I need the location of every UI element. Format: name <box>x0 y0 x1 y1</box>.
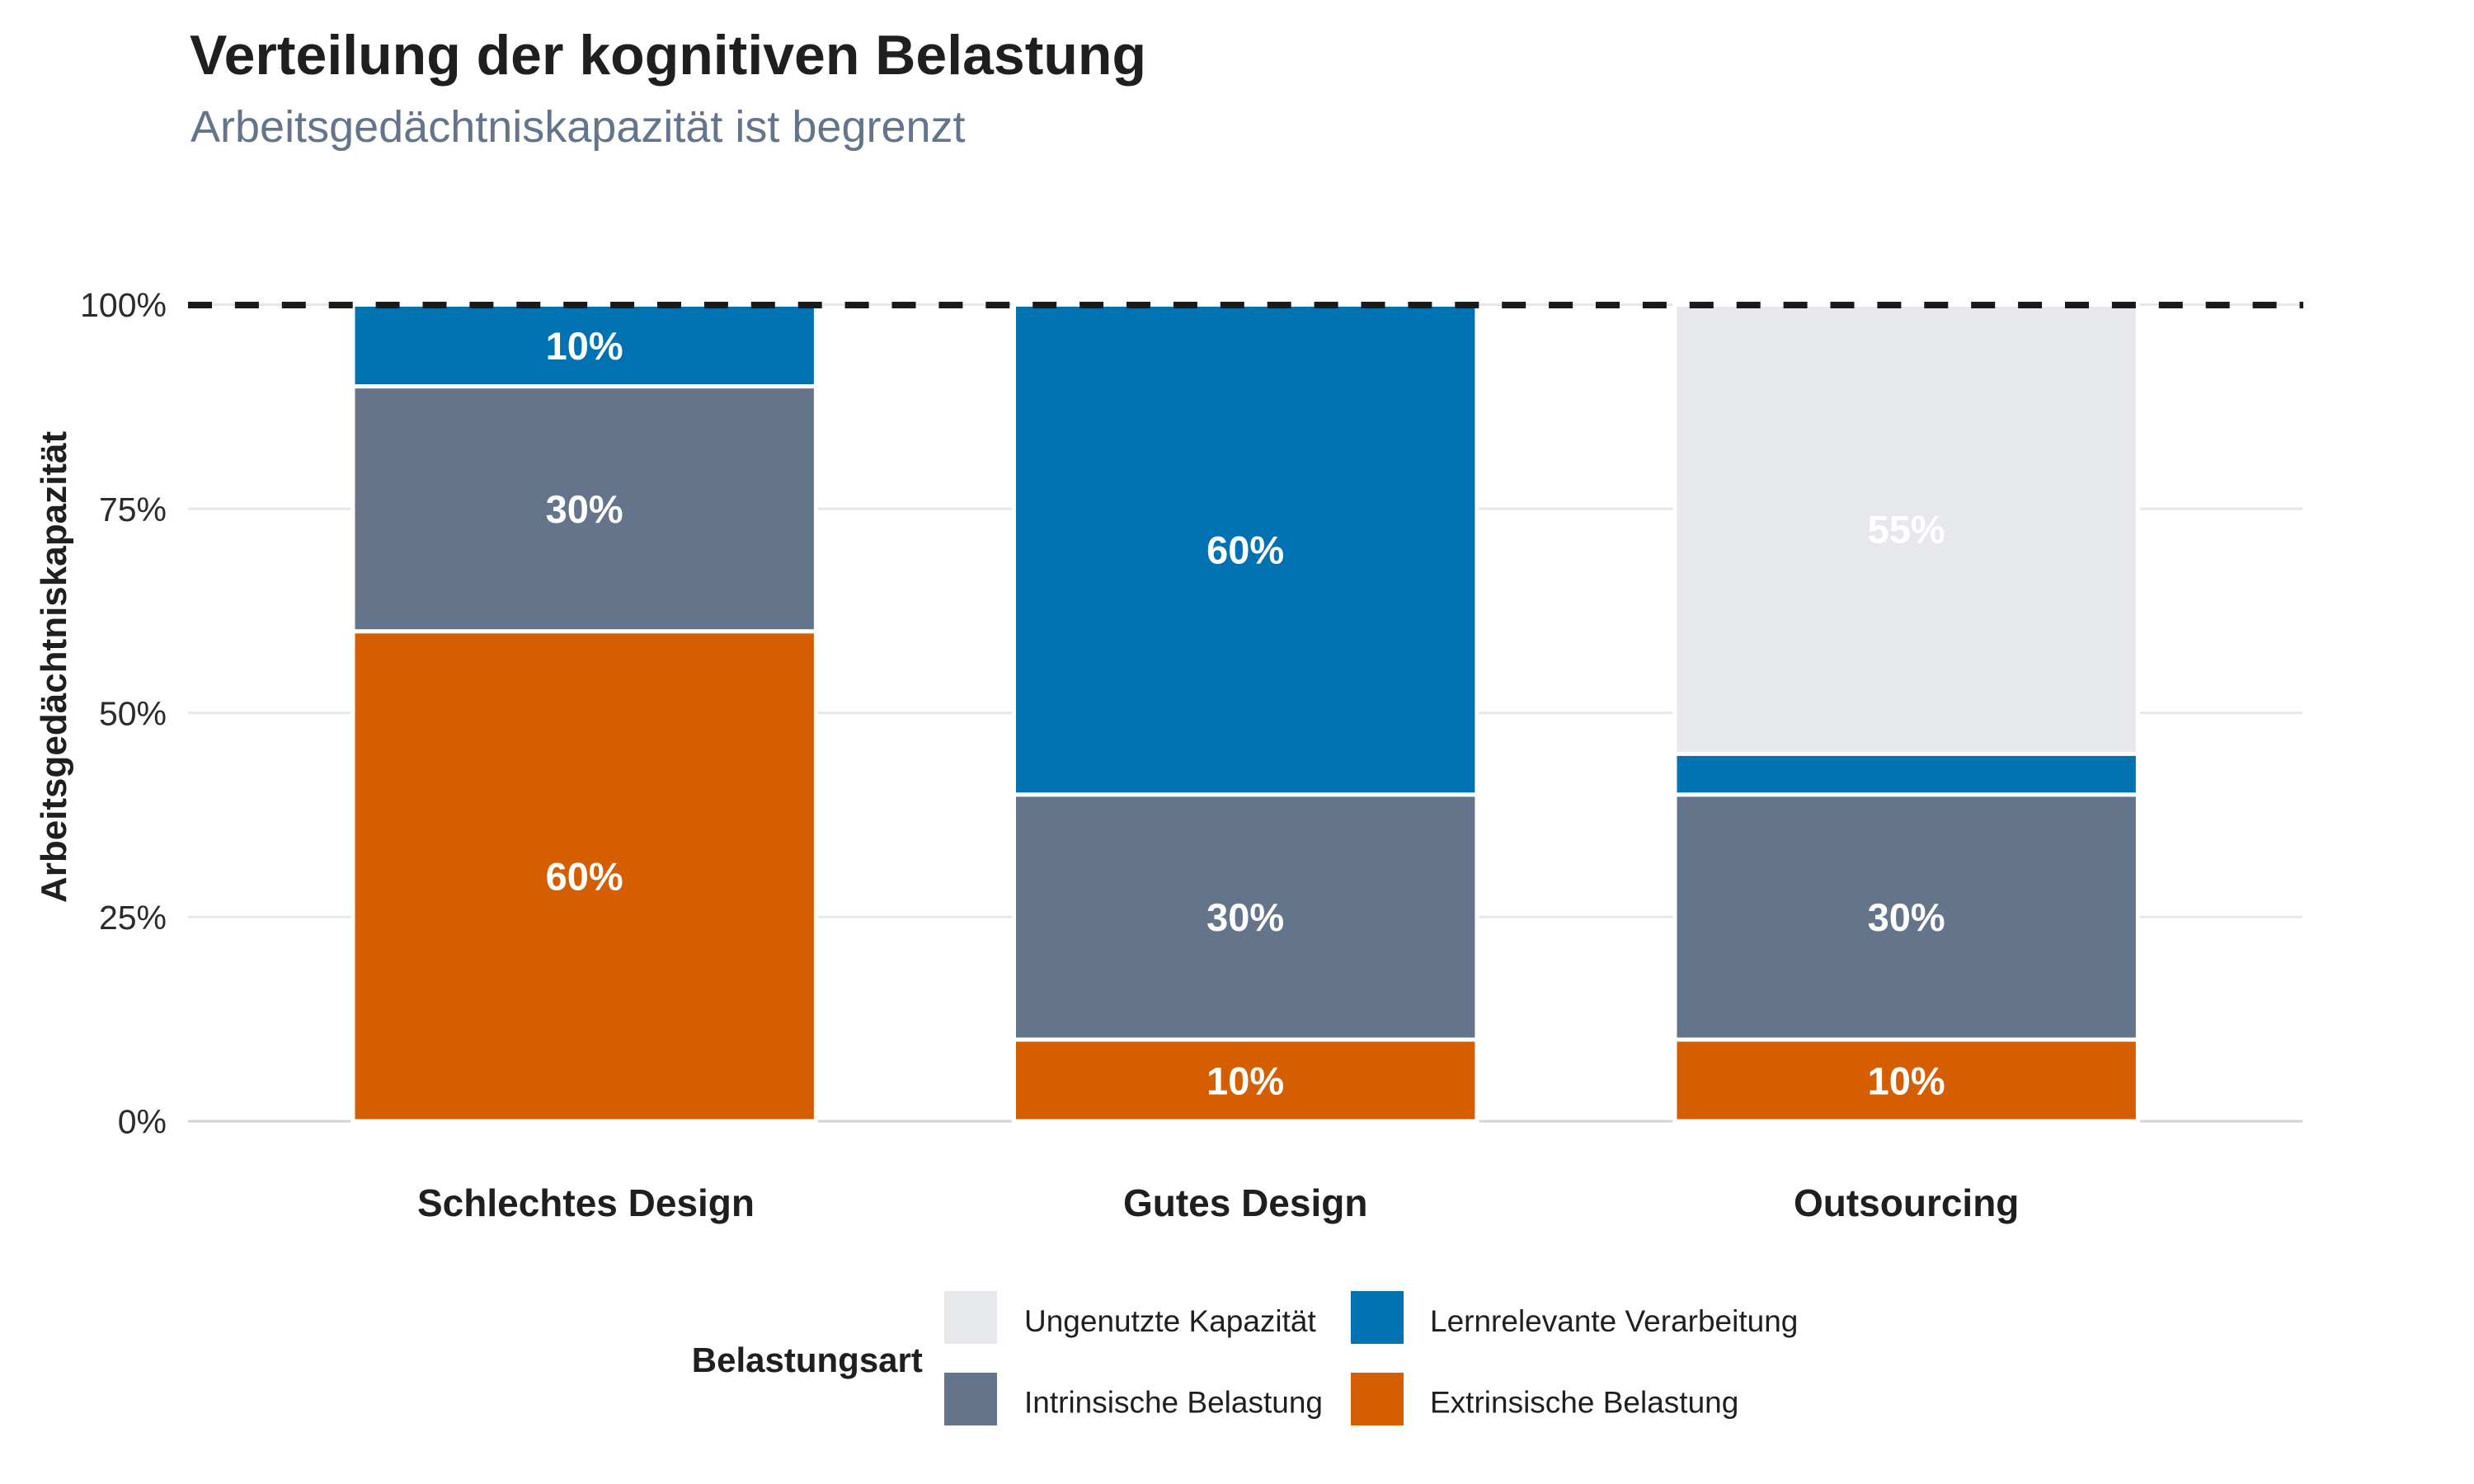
svg-text:Verteilung der kognitiven Bela: Verteilung der kognitiven Belastung <box>190 24 1146 87</box>
svg-text:0%: 0% <box>118 1103 167 1141</box>
svg-text:30%: 30% <box>546 487 623 531</box>
svg-text:30%: 30% <box>1868 895 1945 939</box>
svg-text:Ungenutzte Kapazität: Ungenutzte Kapazität <box>1024 1304 1317 1338</box>
svg-text:25%: 25% <box>99 899 167 937</box>
svg-text:30%: 30% <box>1206 895 1284 939</box>
svg-text:Belastungsart: Belastungsart <box>692 1341 923 1379</box>
svg-text:10%: 10% <box>1206 1059 1284 1102</box>
svg-text:10%: 10% <box>546 324 623 368</box>
svg-text:50%: 50% <box>99 694 167 732</box>
svg-text:100%: 100% <box>80 286 167 324</box>
svg-text:Arbeitsgedächtniskapazität ist: Arbeitsgedächtniskapazität ist begrenzt <box>190 102 966 152</box>
svg-text:60%: 60% <box>1206 528 1284 572</box>
svg-text:Intrinsische Belastung: Intrinsische Belastung <box>1024 1386 1323 1420</box>
svg-text:10%: 10% <box>1868 1059 1945 1102</box>
svg-text:Outsourcing: Outsourcing <box>1794 1181 2019 1224</box>
svg-text:55%: 55% <box>1868 508 1945 552</box>
svg-text:75%: 75% <box>99 491 167 528</box>
svg-text:Extrinsische Belastung: Extrinsische Belastung <box>1430 1386 1738 1420</box>
svg-text:Schlechtes Design: Schlechtes Design <box>417 1181 755 1224</box>
svg-text:Gutes Design: Gutes Design <box>1123 1181 1368 1224</box>
svg-text:Arbeitsgedächtniskapazität: Arbeitsgedächtniskapazität <box>34 431 74 903</box>
svg-text:Lernrelevante Verarbeitung: Lernrelevante Verarbeitung <box>1430 1304 1798 1338</box>
svg-text:60%: 60% <box>546 855 623 899</box>
